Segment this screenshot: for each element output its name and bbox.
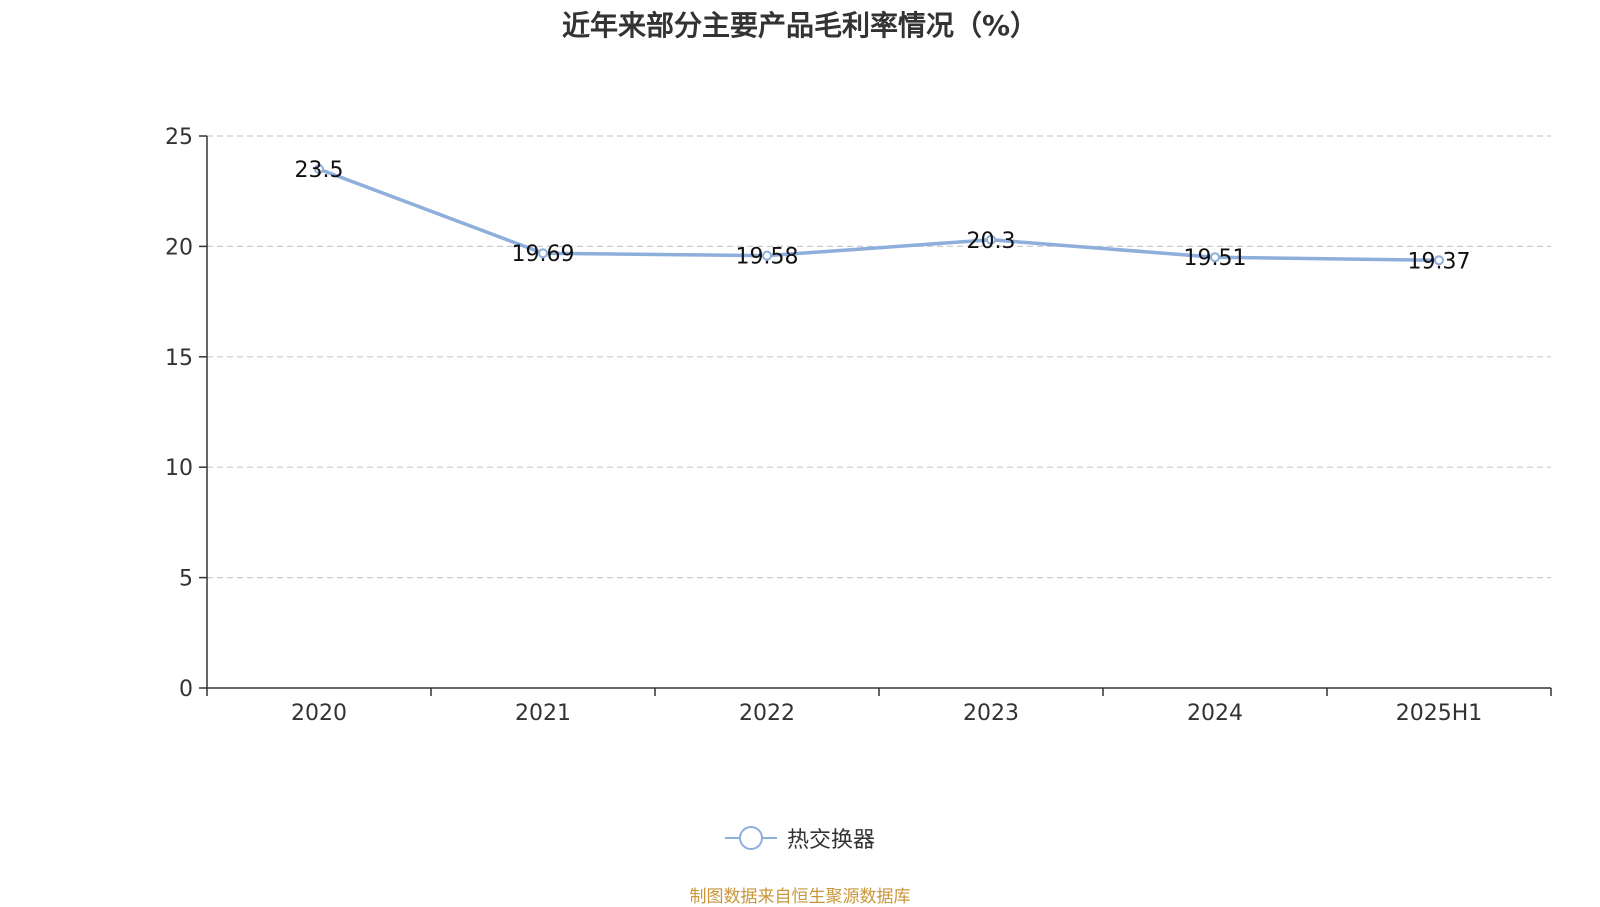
- x-tick-label: 2020: [291, 701, 347, 726]
- chart-title: 近年来部分主要产品毛利率情况（%）: [561, 9, 1039, 42]
- legend-label: 热交换器: [786, 828, 875, 853]
- data-point: [314, 164, 324, 175]
- x-tick-label: 2023: [963, 701, 1019, 726]
- x-tick-label: 2024: [1187, 701, 1243, 726]
- data-label: 19.37: [1408, 249, 1471, 274]
- data-label: 20.3: [967, 229, 1016, 254]
- x-tick-label: 2022: [739, 701, 795, 726]
- data-point: [1210, 252, 1220, 263]
- series-line: [318, 167, 1440, 263]
- data-point: [1434, 255, 1444, 266]
- data-point: [986, 234, 996, 245]
- x-tick-label: 2025H1: [1396, 701, 1483, 726]
- y-tick-label: 25: [165, 125, 193, 150]
- y-tick-label: 0: [179, 677, 193, 702]
- data-label: 19.58: [736, 245, 799, 270]
- x-tick-label: 2021: [515, 701, 571, 726]
- data-point: [538, 248, 548, 259]
- y-tick-label: 15: [165, 346, 193, 371]
- data-label: 19.51: [1184, 246, 1247, 271]
- data-label: 23.5: [295, 158, 344, 183]
- y-tick-label: 5: [179, 567, 193, 592]
- y-tick-label: 20: [165, 235, 193, 260]
- line-circle-icon: [724, 825, 777, 851]
- legend[interactable]: 热交换器: [0, 822, 1600, 857]
- source-note: 制图数据来自恒生聚源数据库: [689, 887, 911, 907]
- data-label: 19.69: [512, 242, 575, 267]
- data-point: [762, 250, 772, 261]
- y-tick-label: 10: [165, 456, 193, 481]
